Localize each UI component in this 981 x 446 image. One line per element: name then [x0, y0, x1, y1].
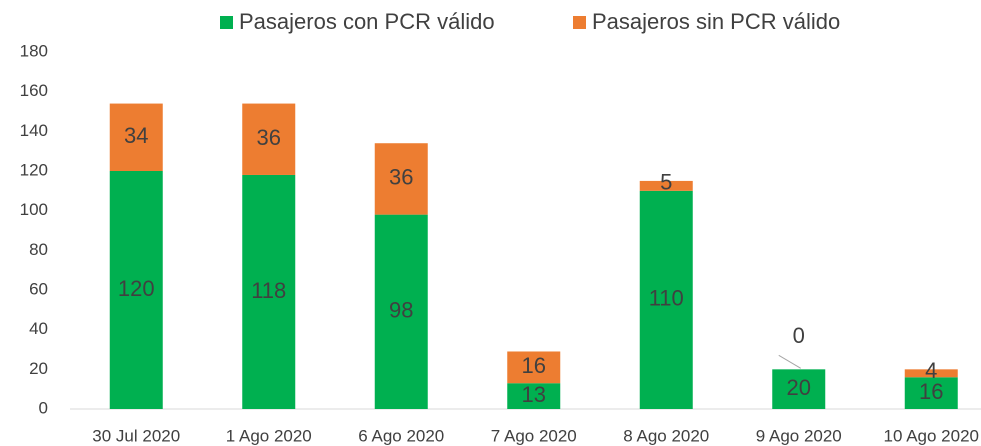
bar-segment: [904, 369, 958, 378]
data-label: 118: [251, 278, 286, 303]
data-label: 36: [389, 165, 413, 190]
x-tick-label: 10 Ago 2020: [884, 426, 979, 445]
x-tick-label: 8 Ago 2020: [623, 426, 709, 445]
data-label: 34: [124, 123, 148, 148]
data-label: 36: [257, 125, 281, 150]
legend-label: Pasajeros sin PCR válido: [592, 9, 840, 34]
bar-segment: [904, 377, 958, 409]
y-tick-label: 100: [20, 200, 48, 219]
x-tick-label: 9 Ago 2020: [756, 426, 842, 445]
data-label: 20: [787, 375, 811, 400]
y-tick-label: 120: [20, 160, 48, 179]
legend-swatch: [220, 16, 233, 29]
x-tick-label: 6 Ago 2020: [358, 426, 444, 445]
bar-segment: [374, 143, 428, 215]
bar-segment: [639, 190, 693, 409]
bar-segment: [109, 171, 163, 409]
legend-swatch: [573, 16, 586, 29]
y-tick-label: 0: [39, 398, 48, 417]
data-label: 110: [649, 286, 684, 311]
bar-segment: [507, 383, 561, 409]
legend-label: Pasajeros con PCR válido: [239, 9, 495, 34]
data-label: 0: [793, 323, 805, 348]
y-tick-label: 60: [29, 279, 48, 298]
data-label: 16: [919, 379, 943, 404]
bar-segment: [639, 180, 693, 191]
x-tick-label: 1 Ago 2020: [226, 426, 312, 445]
y-tick-label: 180: [20, 41, 48, 60]
y-tick-label: 160: [20, 81, 48, 100]
bar-segment: [507, 351, 561, 384]
bar-segment: [772, 369, 826, 409]
data-label: 16: [522, 353, 546, 378]
bar-segment: [242, 103, 296, 175]
data-label: 4: [925, 358, 937, 383]
y-tick-label: 80: [29, 240, 48, 259]
data-label: 120: [118, 276, 155, 301]
y-tick-label: 140: [20, 121, 48, 140]
y-tick-label: 20: [29, 359, 48, 378]
x-tick-label: 30 Jul 2020: [92, 426, 180, 445]
bar-segment: [374, 214, 428, 409]
leader-line: [778, 354, 802, 369]
data-label: 98: [389, 298, 413, 323]
y-tick-label: 40: [29, 319, 48, 338]
data-label: 13: [522, 382, 546, 407]
bar-segment: [109, 103, 163, 171]
data-label: 5: [660, 170, 672, 195]
x-tick-label: 7 Ago 2020: [491, 426, 577, 445]
bar-segment: [242, 174, 296, 409]
